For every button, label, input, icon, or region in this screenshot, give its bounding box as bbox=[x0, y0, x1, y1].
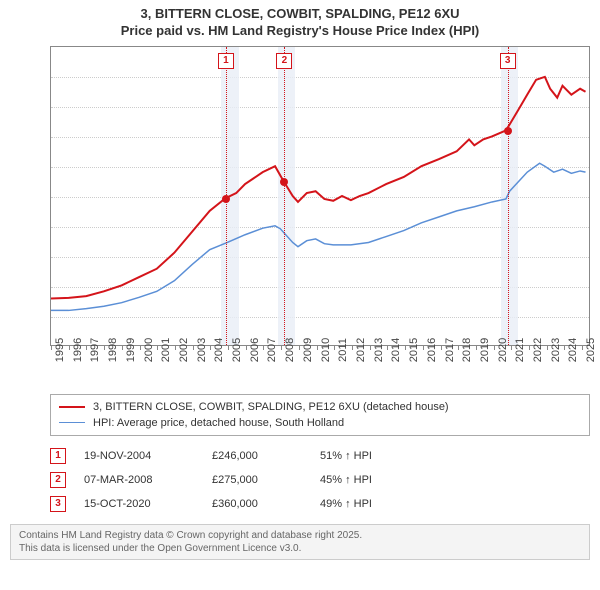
legend-swatch bbox=[59, 422, 85, 423]
sale-row: 3 15-OCT-2020 £360,000 49% ↑ HPI bbox=[50, 492, 590, 516]
x-tick-label: 2016 bbox=[426, 338, 438, 362]
x-tick-label: 2004 bbox=[213, 338, 225, 362]
x-tick-label: 1996 bbox=[72, 338, 84, 362]
chart-container: 3, BITTERN CLOSE, COWBIT, SPALDING, PE12… bbox=[0, 0, 600, 560]
sale-row-hpi: 51% ↑ HPI bbox=[320, 450, 430, 462]
sale-row: 1 19-NOV-2004 £246,000 51% ↑ HPI bbox=[50, 444, 590, 468]
sale-marker-dot bbox=[222, 195, 230, 203]
x-tick-label: 2005 bbox=[231, 338, 243, 362]
series-price_paid bbox=[51, 77, 586, 299]
x-tick-label: 2002 bbox=[178, 338, 190, 362]
sale-marker-dot bbox=[280, 178, 288, 186]
x-tick-label: 2008 bbox=[284, 338, 296, 362]
sale-row-price: £360,000 bbox=[212, 498, 302, 510]
x-tick-label: 2003 bbox=[196, 338, 208, 362]
x-tick-label: 2007 bbox=[266, 338, 278, 362]
x-tick-label: 2015 bbox=[408, 338, 420, 362]
x-tick-label: 1995 bbox=[54, 338, 66, 362]
title-line-2: Price paid vs. HM Land Registry's House … bbox=[4, 23, 596, 40]
x-tick-label: 1997 bbox=[89, 338, 101, 362]
sale-marker-line bbox=[284, 47, 285, 345]
x-tick-label: 2018 bbox=[461, 338, 473, 362]
x-tick-label: 2020 bbox=[497, 338, 509, 362]
sale-row-date: 19-NOV-2004 bbox=[84, 450, 194, 462]
x-tick-label: 2017 bbox=[444, 338, 456, 362]
x-tick-label: 1999 bbox=[125, 338, 137, 362]
sale-row-price: £246,000 bbox=[212, 450, 302, 462]
legend-label: 3, BITTERN CLOSE, COWBIT, SPALDING, PE12… bbox=[93, 401, 449, 413]
sales-table: 1 19-NOV-2004 £246,000 51% ↑ HPI 2 07-MAR-200… bbox=[50, 444, 590, 516]
x-tick-label: 2000 bbox=[143, 338, 155, 362]
x-tick-label: 2009 bbox=[302, 338, 314, 362]
sale-row-date: 07-MAR-2008 bbox=[84, 474, 194, 486]
sale-row-marker: 2 bbox=[50, 472, 66, 488]
x-tick-label: 2012 bbox=[355, 338, 367, 362]
sale-row-date: 15-OCT-2020 bbox=[84, 498, 194, 510]
x-tick-label: 2022 bbox=[532, 338, 544, 362]
sale-row: 2 07-MAR-2008 £275,000 45% ↑ HPI bbox=[50, 468, 590, 492]
x-axis: 1995199619971998199920002001200220032004… bbox=[50, 346, 590, 388]
x-tick-label: 2014 bbox=[390, 338, 402, 362]
sale-marker-line bbox=[508, 47, 509, 345]
sale-row-price: £275,000 bbox=[212, 474, 302, 486]
attribution-line-2: This data is licensed under the Open Gov… bbox=[19, 542, 581, 555]
legend-label: HPI: Average price, detached house, Sout… bbox=[93, 417, 344, 429]
sale-row-hpi: 45% ↑ HPI bbox=[320, 474, 430, 486]
x-tick-label: 2023 bbox=[550, 338, 562, 362]
x-tick-label: 2006 bbox=[249, 338, 261, 362]
sale-marker-dot bbox=[504, 127, 512, 135]
x-tick-label: 2001 bbox=[160, 338, 172, 362]
legend-item: 3, BITTERN CLOSE, COWBIT, SPALDING, PE12… bbox=[59, 399, 581, 415]
legend-swatch bbox=[59, 406, 85, 408]
x-tick-label: 2025 bbox=[585, 338, 597, 362]
legend: 3, BITTERN CLOSE, COWBIT, SPALDING, PE12… bbox=[50, 394, 590, 436]
plot-area: 1 2 3 bbox=[50, 46, 590, 346]
x-tick-label: 2013 bbox=[373, 338, 385, 362]
title-line-1: 3, BITTERN CLOSE, COWBIT, SPALDING, PE12… bbox=[4, 6, 596, 23]
x-tick-label: 2010 bbox=[320, 338, 332, 362]
x-tick-label: 2019 bbox=[479, 338, 491, 362]
series-hpi bbox=[51, 163, 586, 310]
x-tick-label: 1998 bbox=[107, 338, 119, 362]
chart-title: 3, BITTERN CLOSE, COWBIT, SPALDING, PE12… bbox=[0, 0, 600, 42]
sale-row-marker: 1 bbox=[50, 448, 66, 464]
sale-row-marker: 3 bbox=[50, 496, 66, 512]
attribution-line-1: Contains HM Land Registry data © Crown c… bbox=[19, 529, 581, 542]
attribution: Contains HM Land Registry data © Crown c… bbox=[10, 524, 590, 560]
x-tick-label: 2024 bbox=[567, 338, 579, 362]
sale-row-hpi: 49% ↑ HPI bbox=[320, 498, 430, 510]
sale-marker-box: 1 bbox=[218, 53, 234, 69]
x-tick-label: 2021 bbox=[514, 338, 526, 362]
sale-marker-box: 3 bbox=[500, 53, 516, 69]
sale-marker-box: 2 bbox=[276, 53, 292, 69]
x-tick-label: 2011 bbox=[337, 338, 349, 362]
legend-item: HPI: Average price, detached house, Sout… bbox=[59, 415, 581, 431]
